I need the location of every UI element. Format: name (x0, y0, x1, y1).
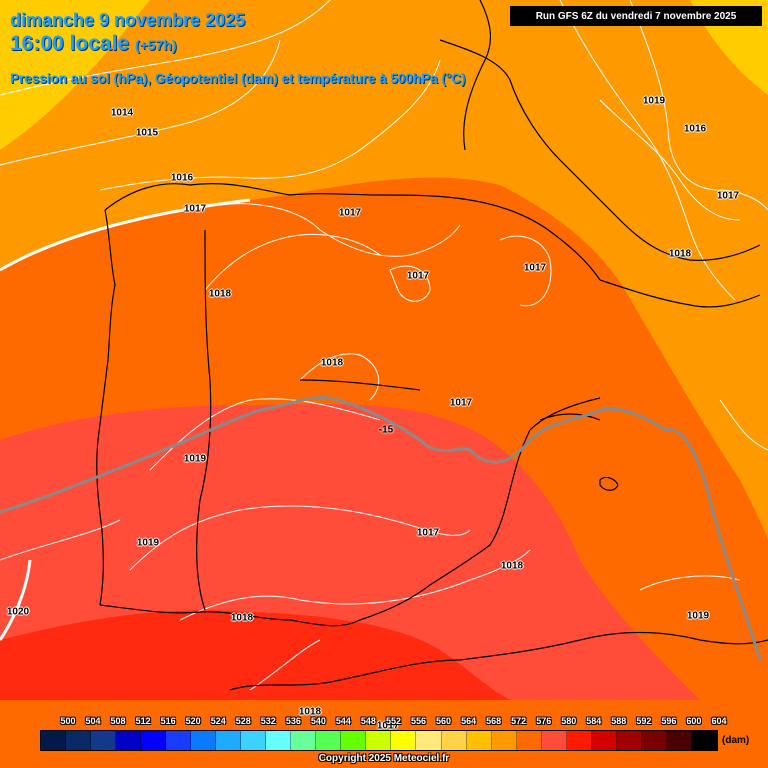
legend-tick-label: 572 (511, 716, 527, 726)
forecast-time: 16:00 locale (+57h) (10, 32, 177, 56)
legend-tick-label: 576 (536, 716, 552, 726)
legend-color-cell (116, 731, 142, 750)
pressure-label: 1018 (668, 248, 692, 260)
pressure-label: 1017 (406, 270, 430, 282)
legend-color-cell (291, 731, 317, 750)
legend-tick-label: 596 (661, 716, 677, 726)
map-description: Pression au sol (hPa), Géopotentiel (dam… (10, 71, 466, 86)
legend-color-cell (66, 731, 92, 750)
legend-tick-label: 564 (461, 716, 477, 726)
pressure-label: 1018 (320, 357, 344, 369)
pressure-label: 1018 (298, 706, 322, 718)
pressure-label: 1017 (523, 262, 547, 274)
legend-color-cell (566, 731, 592, 750)
pressure-label: 1019 (686, 610, 710, 622)
pressure-label: 1017 (449, 397, 473, 409)
pressure-label: 1017 (376, 720, 400, 732)
legend-tick-label: 520 (185, 716, 201, 726)
legend-tick-label: 504 (85, 716, 101, 726)
legend-tick-label: 592 (636, 716, 652, 726)
legend-color-cell (141, 731, 167, 750)
model-run-info: Run GFS 6Z du vendredi 7 novembre 2025 (510, 6, 762, 26)
legend-tick-label: 584 (586, 716, 602, 726)
forecast-date: dimanche 9 novembre 2025 (10, 10, 246, 30)
legend-tick-label: 512 (135, 716, 151, 726)
pressure-label: 1017 (416, 527, 440, 539)
pressure-label: 1016 (170, 172, 194, 184)
legend-color-cell (191, 731, 217, 750)
legend-tick-label: 536 (285, 716, 301, 726)
legend-color-cell (391, 731, 417, 750)
legend-color-cell (666, 731, 692, 750)
legend-color-cell (616, 731, 642, 750)
legend-tick-label: 560 (436, 716, 452, 726)
legend-color-cell (416, 731, 442, 750)
band-552-556-northwest (0, 0, 150, 150)
legend-color-cell (366, 731, 392, 750)
legend-color-cell (241, 731, 267, 750)
legend-color-cell (41, 731, 67, 750)
forecast-time-value: 16:00 locale (10, 32, 130, 55)
geopotential-contour (0, 198, 251, 272)
isotherm-label: -15 (378, 424, 394, 436)
pressure-label: 1016 (683, 123, 707, 135)
legend-color-cell (216, 731, 242, 750)
legend-color-cell (441, 731, 467, 750)
band-576-580 (0, 610, 510, 700)
legend-color-cell (266, 731, 292, 750)
legend-tick-label: 600 (686, 716, 702, 726)
legend-color-cell (641, 731, 667, 750)
pressure-label: 1017 (716, 190, 740, 202)
legend-tick-label: 548 (360, 716, 376, 726)
pressure-label: 1017 (338, 207, 362, 219)
legend-color-cell (166, 731, 192, 750)
legend-tick-label: 500 (60, 716, 76, 726)
geopotential-contour (0, 559, 32, 641)
legend-tick-label: 568 (486, 716, 502, 726)
legend-color-cell (591, 731, 617, 750)
legend-color-cell (341, 731, 367, 750)
legend-tick-label: 588 (611, 716, 627, 726)
legend-color-cell (691, 731, 717, 750)
legend-color-cell (316, 731, 342, 750)
legend-color-cell (541, 731, 567, 750)
isobars (0, 0, 768, 691)
pressure-label: 1019 (183, 453, 207, 465)
legend-color-cell (466, 731, 492, 750)
legend-tick-label: 524 (210, 716, 226, 726)
pressure-label: 1019 (642, 95, 666, 107)
pressure-label: 1018 (208, 288, 232, 300)
legend-tick-label: 604 (711, 716, 727, 726)
legend-tick-label: 556 (411, 716, 427, 726)
legend-tick-label: 532 (260, 716, 276, 726)
legend-tick-label: 528 (235, 716, 251, 726)
legend-tick-label: 516 (160, 716, 176, 726)
pressure-label: 1019 (136, 537, 160, 549)
pressure-label: 1018 (500, 560, 524, 572)
legend-tick-label: 552 (385, 716, 401, 726)
copyright: Copyright 2025 Meteociel.fr (318, 753, 450, 764)
legend-tick-label: 580 (561, 716, 577, 726)
legend-tick-label: 540 (310, 716, 326, 726)
pressure-label: 1014 (110, 107, 134, 119)
legend-color-cell (91, 731, 117, 750)
legend-tick-label: 544 (335, 716, 351, 726)
pressure-label: 1018 (230, 612, 254, 624)
pressure-label: 1020 (6, 606, 30, 618)
legend-tick-label: 508 (110, 716, 126, 726)
legend-color-cell (491, 731, 517, 750)
color-legend (40, 730, 718, 751)
pressure-label: 1015 (135, 127, 159, 139)
legend-color-cell (516, 731, 542, 750)
legend-unit: (dam) (722, 735, 750, 746)
forecast-offset: (+57h) (134, 37, 177, 53)
isotherm-minus-15 (0, 395, 762, 661)
pressure-label: 1017 (183, 203, 207, 215)
